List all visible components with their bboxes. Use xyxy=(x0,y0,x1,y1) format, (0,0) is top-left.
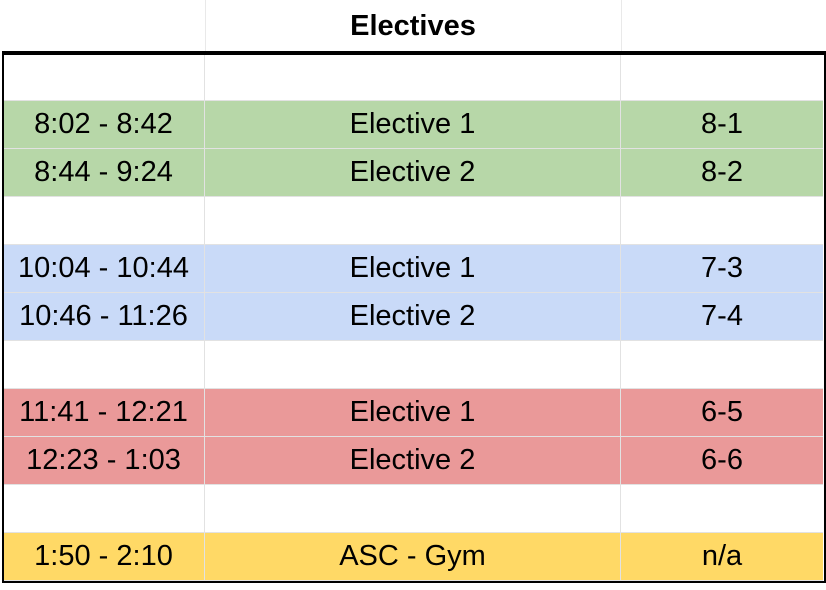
table-row: 12:23 - 1:03 Elective 2 6-6 xyxy=(3,437,823,485)
elective-cell[interactable]: Elective 1 xyxy=(205,389,621,437)
time-cell[interactable]: 8:44 - 9:24 xyxy=(3,149,205,197)
time-cell[interactable]: 1:50 - 2:10 xyxy=(3,533,205,581)
time-cell[interactable] xyxy=(3,341,205,389)
time-cell[interactable] xyxy=(3,53,205,101)
title-cell[interactable]: Electives xyxy=(0,0,826,53)
elective-cell[interactable] xyxy=(205,485,621,533)
grade-cell[interactable]: n/a xyxy=(621,533,823,581)
elective-cell[interactable]: Elective 1 xyxy=(205,245,621,293)
time-cell[interactable]: 8:02 - 8:42 xyxy=(3,101,205,149)
grade-cell[interactable]: 8-2 xyxy=(621,149,823,197)
time-cell[interactable]: 10:46 - 11:26 xyxy=(3,293,205,341)
elective-cell[interactable]: Elective 2 xyxy=(205,437,621,485)
time-cell[interactable]: 12:23 - 1:03 xyxy=(3,437,205,485)
elective-cell[interactable] xyxy=(205,197,621,245)
elective-cell[interactable]: Elective 2 xyxy=(205,293,621,341)
spacer-row xyxy=(3,197,823,245)
elective-cell[interactable] xyxy=(205,53,621,101)
elective-cell[interactable]: ASC - Gym xyxy=(205,533,621,581)
spacer-row xyxy=(3,341,823,389)
table-row: 1:50 - 2:10 ASC - Gym n/a xyxy=(3,533,823,581)
grade-cell[interactable]: 6-5 xyxy=(621,389,823,437)
table-row: 11:41 - 12:21 Elective 1 6-5 xyxy=(3,389,823,437)
grade-cell[interactable]: 7-3 xyxy=(621,245,823,293)
elective-cell[interactable] xyxy=(205,341,621,389)
grid-line xyxy=(205,0,206,53)
spacer-row xyxy=(3,485,823,533)
grade-cell[interactable]: 7-4 xyxy=(621,293,823,341)
time-cell[interactable]: 10:04 - 10:44 xyxy=(3,245,205,293)
grade-cell[interactable]: 8-1 xyxy=(621,101,823,149)
grade-cell[interactable] xyxy=(621,53,823,101)
grade-cell[interactable] xyxy=(621,341,823,389)
time-cell[interactable] xyxy=(3,197,205,245)
sheet-title: Electives xyxy=(350,10,476,42)
grade-cell[interactable]: 6-6 xyxy=(621,437,823,485)
table-row: 10:04 - 10:44 Elective 1 7-3 xyxy=(3,245,823,293)
grade-cell[interactable] xyxy=(621,197,823,245)
time-cell[interactable] xyxy=(3,485,205,533)
grid-line xyxy=(621,0,622,53)
spacer-row xyxy=(3,53,823,101)
elective-cell[interactable]: Elective 1 xyxy=(205,101,621,149)
title-border xyxy=(2,51,826,53)
grade-cell[interactable] xyxy=(621,485,823,533)
table-row: 8:02 - 8:42 Elective 1 8-1 xyxy=(3,101,823,149)
table-row: 8:44 - 9:24 Elective 2 8-2 xyxy=(3,149,823,197)
time-cell[interactable]: 11:41 - 12:21 xyxy=(3,389,205,437)
table-row: 10:46 - 11:26 Elective 2 7-4 xyxy=(3,293,823,341)
elective-cell[interactable]: Elective 2 xyxy=(205,149,621,197)
